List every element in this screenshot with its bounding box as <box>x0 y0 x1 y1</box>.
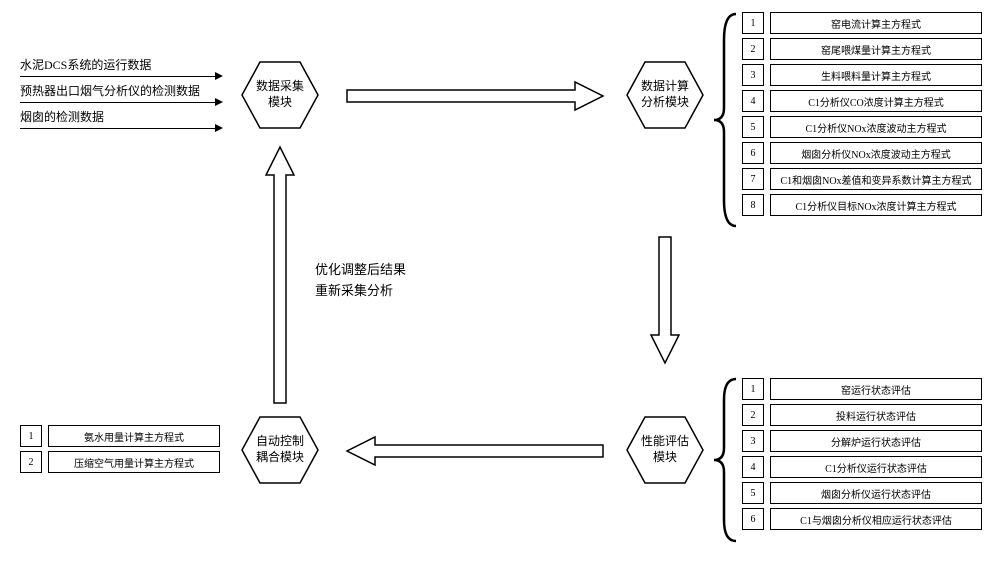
arrow-left-bottom <box>345 435 605 467</box>
module-compute: 数据计算分析模块 <box>625 60 705 130</box>
input-label: 水泥DCS系统的运行数据 <box>20 56 151 73</box>
evaluate-item: 投料运行状态评估 <box>770 404 982 426</box>
module-compute-label: 数据计算分析模块 <box>635 79 695 110</box>
arrow-right-top <box>345 80 605 112</box>
input-label: 预热器出口烟气分析仪的检测数据 <box>20 82 200 99</box>
control-item: 氨水用量计算主方程式 <box>48 425 220 447</box>
compute-item: C1分析仪CO浓度计算主方程式 <box>770 90 982 112</box>
evaluate-list: 1窑运行状态评估 2投料运行状态评估 3分解炉运行状态评估 4C1分析仪运行状态… <box>742 378 982 534</box>
evaluate-item: 分解炉运行状态评估 <box>770 430 982 452</box>
module-evaluate: 性能评估模块 <box>625 415 705 485</box>
compute-item: 生料喂料量计算主方程式 <box>770 64 982 86</box>
evaluate-item: C1分析仪运行状态评估 <box>770 456 982 478</box>
center-note-line2: 重新采集分析 <box>315 281 406 302</box>
module-collect-label: 数据采集模块 <box>250 79 310 110</box>
control-item: 压缩空气用量计算主方程式 <box>48 451 220 473</box>
arrow-down-right <box>649 235 681 365</box>
module-collect: 数据采集模块 <box>240 60 320 130</box>
brace-evaluate <box>710 375 738 550</box>
compute-item: C1和烟囱NOx差值和变异系数计算主方程式 <box>770 168 982 190</box>
module-control: 自动控制耦合模块 <box>240 415 320 485</box>
evaluate-item: 烟囱分析仪运行状态评估 <box>770 482 982 504</box>
arrow-up-left <box>264 145 296 405</box>
compute-item: C1分析仪目标NOx浓度计算主方程式 <box>770 194 982 216</box>
input-line-1: 水泥DCS系统的运行数据 <box>20 55 215 77</box>
module-evaluate-label: 性能评估模块 <box>635 434 695 465</box>
compute-item: 窑电流计算主方程式 <box>770 12 982 34</box>
input-line-2: 预热器出口烟气分析仪的检测数据 <box>20 81 215 103</box>
compute-item: 窑尾喂煤量计算主方程式 <box>770 38 982 60</box>
input-label: 烟囱的检测数据 <box>20 108 104 125</box>
input-arrows-group: 水泥DCS系统的运行数据 预热器出口烟气分析仪的检测数据 烟囱的检测数据 <box>20 55 215 133</box>
evaluate-item: C1与烟囱分析仪相应运行状态评估 <box>770 508 982 530</box>
brace-compute <box>710 10 738 235</box>
input-line-3: 烟囱的检测数据 <box>20 107 215 129</box>
compute-item: C1分析仪NOx浓度波动主方程式 <box>770 116 982 138</box>
module-control-label: 自动控制耦合模块 <box>250 434 310 465</box>
control-list: 1氨水用量计算主方程式 2压缩空气用量计算主方程式 <box>20 425 220 477</box>
compute-list: 1窑电流计算主方程式 2窑尾喂煤量计算主方程式 3生料喂料量计算主方程式 4C1… <box>742 12 982 220</box>
evaluate-item: 窑运行状态评估 <box>770 378 982 400</box>
center-note-line1: 优化调整后结果 <box>315 260 406 281</box>
compute-item: 烟囱分析仪NOx浓度波动主方程式 <box>770 142 982 164</box>
center-note: 优化调整后结果 重新采集分析 <box>315 260 406 302</box>
